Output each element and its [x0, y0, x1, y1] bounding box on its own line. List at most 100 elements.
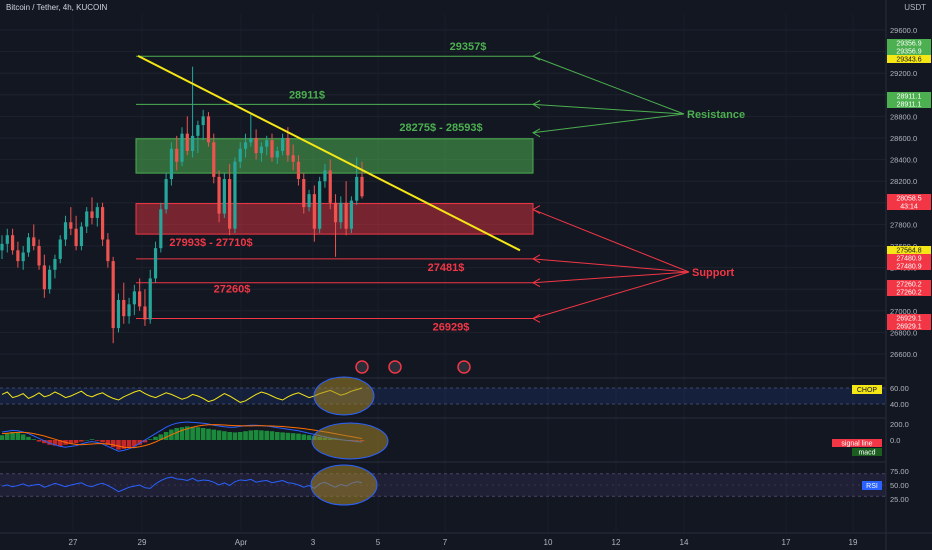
candle-body[interactable]	[143, 306, 147, 320]
candle-body[interactable]	[286, 138, 290, 156]
candle-body[interactable]	[280, 138, 285, 151]
price-axis-tag-label: 28911.1	[897, 102, 922, 109]
candle-body[interactable]	[21, 252, 25, 262]
candle-body[interactable]	[175, 148, 179, 162]
macd-histogram-bar	[126, 440, 132, 448]
candle-body[interactable]	[37, 246, 41, 266]
candle-body[interactable]	[85, 211, 89, 227]
rsi-tick-label: 75.00	[890, 467, 909, 476]
rsi-line	[1, 476, 363, 493]
candle-body[interactable]	[32, 237, 36, 246]
macd-histogram-bar	[147, 439, 153, 440]
candle-body[interactable]	[360, 176, 364, 197]
candle-body[interactable]	[243, 142, 248, 149]
candle-body[interactable]	[159, 209, 163, 249]
candle-body[interactable]	[127, 304, 131, 317]
candle-body[interactable]	[16, 250, 20, 262]
macd-tick-label: 0.0	[890, 436, 900, 445]
candle-body[interactable]	[138, 291, 142, 307]
candle-body[interactable]	[328, 170, 332, 203]
candle-body[interactable]	[69, 222, 73, 229]
symbol-title: Bitcoin / Tether, 4h, KUCOIN	[6, 3, 108, 12]
signal-line-tag	[832, 439, 882, 447]
candle-body[interactable]	[344, 202, 348, 229]
candle-body[interactable]	[238, 148, 242, 162]
event-flag-icon[interactable]	[355, 360, 369, 374]
candle-body[interactable]	[206, 116, 211, 143]
candle-body[interactable]	[26, 237, 31, 253]
candle-body[interactable]	[185, 133, 189, 151]
price-axis-tag	[887, 288, 931, 296]
candle-body[interactable]	[249, 138, 253, 143]
candle-body[interactable]	[169, 148, 174, 180]
candle-body[interactable]	[291, 155, 295, 162]
candle-body[interactable]	[212, 142, 216, 177]
candle-body[interactable]	[106, 239, 110, 262]
rsi-band	[0, 473, 886, 497]
candle-body[interactable]	[349, 200, 354, 229]
candle-body[interactable]	[296, 161, 301, 180]
price-axis-tag-label: 27260.2	[896, 282, 921, 289]
candle-body[interactable]	[265, 140, 269, 147]
macd-histogram-bar	[243, 431, 248, 440]
candle-body[interactable]	[233, 161, 237, 229]
candle-body[interactable]	[333, 202, 338, 223]
candle-body[interactable]	[323, 170, 327, 182]
trendline	[137, 55, 521, 252]
candle-body[interactable]	[190, 135, 195, 151]
candle-body[interactable]	[318, 181, 322, 229]
candle-body[interactable]	[74, 228, 78, 246]
time-tick-label: 19	[849, 538, 858, 547]
candle-body[interactable]	[5, 235, 9, 244]
candle-body[interactable]	[164, 179, 168, 210]
candle-body[interactable]	[180, 133, 184, 162]
price-axis-tag	[887, 314, 931, 322]
macd-histogram-bar	[116, 440, 121, 450]
chop-band	[0, 388, 886, 404]
signal-line-tag-label: signal line	[841, 441, 872, 448]
candle-body[interactable]	[302, 179, 306, 208]
candle-body[interactable]	[10, 235, 15, 251]
candle-body[interactable]	[307, 194, 311, 208]
currency-label: USDT	[904, 3, 926, 12]
candle-body[interactable]	[201, 116, 205, 126]
candle-body[interactable]	[254, 138, 258, 154]
candle-body[interactable]	[111, 261, 115, 329]
candle-body[interactable]	[48, 269, 52, 290]
macd-histogram-bar	[94, 440, 100, 441]
candle-body[interactable]	[153, 248, 158, 279]
event-flag-icon[interactable]	[457, 360, 471, 374]
price-axis-tag-label: 29356.9	[896, 41, 921, 48]
candle-body[interactable]	[339, 202, 343, 223]
candle-body[interactable]	[42, 265, 46, 290]
candle-body[interactable]	[270, 140, 274, 158]
candle-body[interactable]	[100, 207, 105, 240]
candle-body[interactable]	[132, 291, 136, 305]
candle-body[interactable]	[355, 176, 359, 201]
candle-body[interactable]	[217, 176, 221, 214]
level-label-27260: 27260$	[214, 284, 251, 296]
candle-body[interactable]	[63, 222, 68, 240]
candle-body[interactable]	[196, 125, 200, 136]
candle-body[interactable]	[116, 300, 121, 329]
candle-body[interactable]	[222, 179, 226, 214]
support-annotation: Support	[692, 267, 734, 279]
resistance-arrow	[532, 55, 685, 115]
candle-body[interactable]	[259, 146, 264, 154]
candle-body[interactable]	[122, 300, 126, 317]
candle-body[interactable]	[0, 243, 4, 251]
candle-body[interactable]	[148, 278, 152, 320]
candle-body[interactable]	[228, 179, 232, 229]
macd-histogram-bar	[301, 434, 307, 440]
candle-body[interactable]	[53, 258, 57, 270]
candle-body[interactable]	[90, 211, 94, 218]
candle-body[interactable]	[58, 239, 62, 259]
price-axis-tag-label: 27564.8	[896, 248, 921, 255]
macd-histogram-bar	[274, 432, 280, 440]
candle-body[interactable]	[95, 207, 99, 218]
candle-body[interactable]	[275, 150, 279, 158]
candle-body[interactable]	[312, 194, 316, 229]
candle-body[interactable]	[79, 226, 84, 246]
event-flag-icon[interactable]	[388, 360, 402, 374]
